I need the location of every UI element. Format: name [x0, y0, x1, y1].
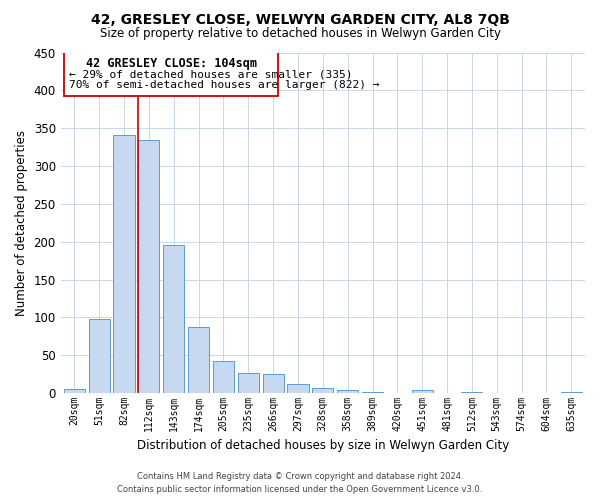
Bar	[113, 135, 134, 393]
Bar	[213, 360, 234, 393]
Bar	[64, 52, 278, 96]
Text: 42, GRESLEY CLOSE, WELWYN GARDEN CITY, AL8 7QB: 42, GRESLEY CLOSE, WELWYN GARDEN CITY, A…	[91, 12, 509, 26]
Text: 70% of semi-detached houses are larger (822) →: 70% of semi-detached houses are larger (…	[70, 80, 380, 90]
Text: Contains HM Land Registry data © Crown copyright and database right 2024.
Contai: Contains HM Land Registry data © Crown c…	[118, 472, 482, 494]
X-axis label: Distribution of detached houses by size in Welwyn Garden City: Distribution of detached houses by size …	[137, 440, 509, 452]
Bar	[461, 392, 482, 393]
Y-axis label: Number of detached properties: Number of detached properties	[15, 130, 28, 316]
Bar	[337, 390, 358, 393]
Bar	[188, 328, 209, 393]
Bar	[139, 140, 160, 393]
Bar	[362, 392, 383, 393]
Bar	[238, 374, 259, 393]
Text: ← 29% of detached houses are smaller (335): ← 29% of detached houses are smaller (33…	[70, 70, 353, 80]
Bar	[312, 388, 334, 393]
Bar	[89, 319, 110, 393]
Bar	[412, 390, 433, 393]
Text: Size of property relative to detached houses in Welwyn Garden City: Size of property relative to detached ho…	[100, 28, 500, 40]
Bar	[163, 245, 184, 393]
Text: 42 GRESLEY CLOSE: 104sqm: 42 GRESLEY CLOSE: 104sqm	[86, 56, 257, 70]
Bar	[263, 374, 284, 393]
Bar	[64, 390, 85, 393]
Bar	[561, 392, 582, 393]
Bar	[287, 384, 308, 393]
